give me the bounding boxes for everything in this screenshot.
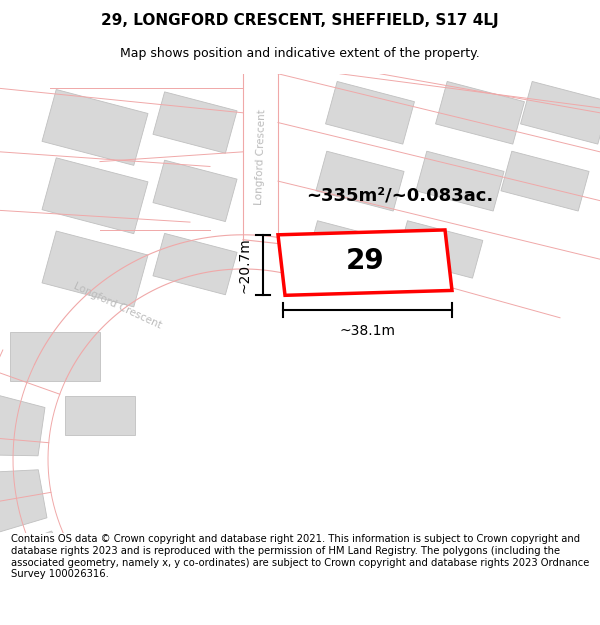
Text: Map shows position and indicative extent of the property.: Map shows position and indicative extent… [120, 47, 480, 59]
Polygon shape [42, 231, 148, 307]
Polygon shape [416, 151, 504, 211]
Text: Contains OS data © Crown copyright and database right 2021. This information is : Contains OS data © Crown copyright and d… [11, 534, 589, 579]
Polygon shape [0, 379, 45, 456]
Text: ~38.1m: ~38.1m [340, 324, 395, 338]
Polygon shape [397, 221, 483, 278]
Polygon shape [65, 396, 135, 435]
Text: ~335m²/~0.083ac.: ~335m²/~0.083ac. [307, 187, 494, 205]
Polygon shape [153, 160, 237, 222]
Polygon shape [42, 89, 148, 166]
Polygon shape [10, 332, 100, 381]
Polygon shape [153, 92, 237, 153]
Polygon shape [42, 158, 148, 234]
Text: ~20.7m: ~20.7m [237, 237, 251, 293]
Polygon shape [278, 230, 452, 296]
Polygon shape [501, 151, 589, 211]
Polygon shape [153, 233, 237, 295]
Text: Longford Crescent: Longford Crescent [254, 109, 268, 205]
Polygon shape [307, 221, 393, 278]
Polygon shape [0, 585, 119, 625]
Polygon shape [436, 81, 524, 144]
Text: 29, LONGFORD CRESCENT, SHEFFIELD, S17 4LJ: 29, LONGFORD CRESCENT, SHEFFIELD, S17 4L… [101, 13, 499, 28]
Polygon shape [316, 151, 404, 211]
Polygon shape [0, 470, 47, 551]
Polygon shape [521, 81, 600, 144]
Polygon shape [0, 531, 75, 625]
Text: 29: 29 [346, 247, 385, 274]
Polygon shape [326, 81, 415, 144]
Text: Longford Crescent: Longford Crescent [73, 281, 164, 331]
